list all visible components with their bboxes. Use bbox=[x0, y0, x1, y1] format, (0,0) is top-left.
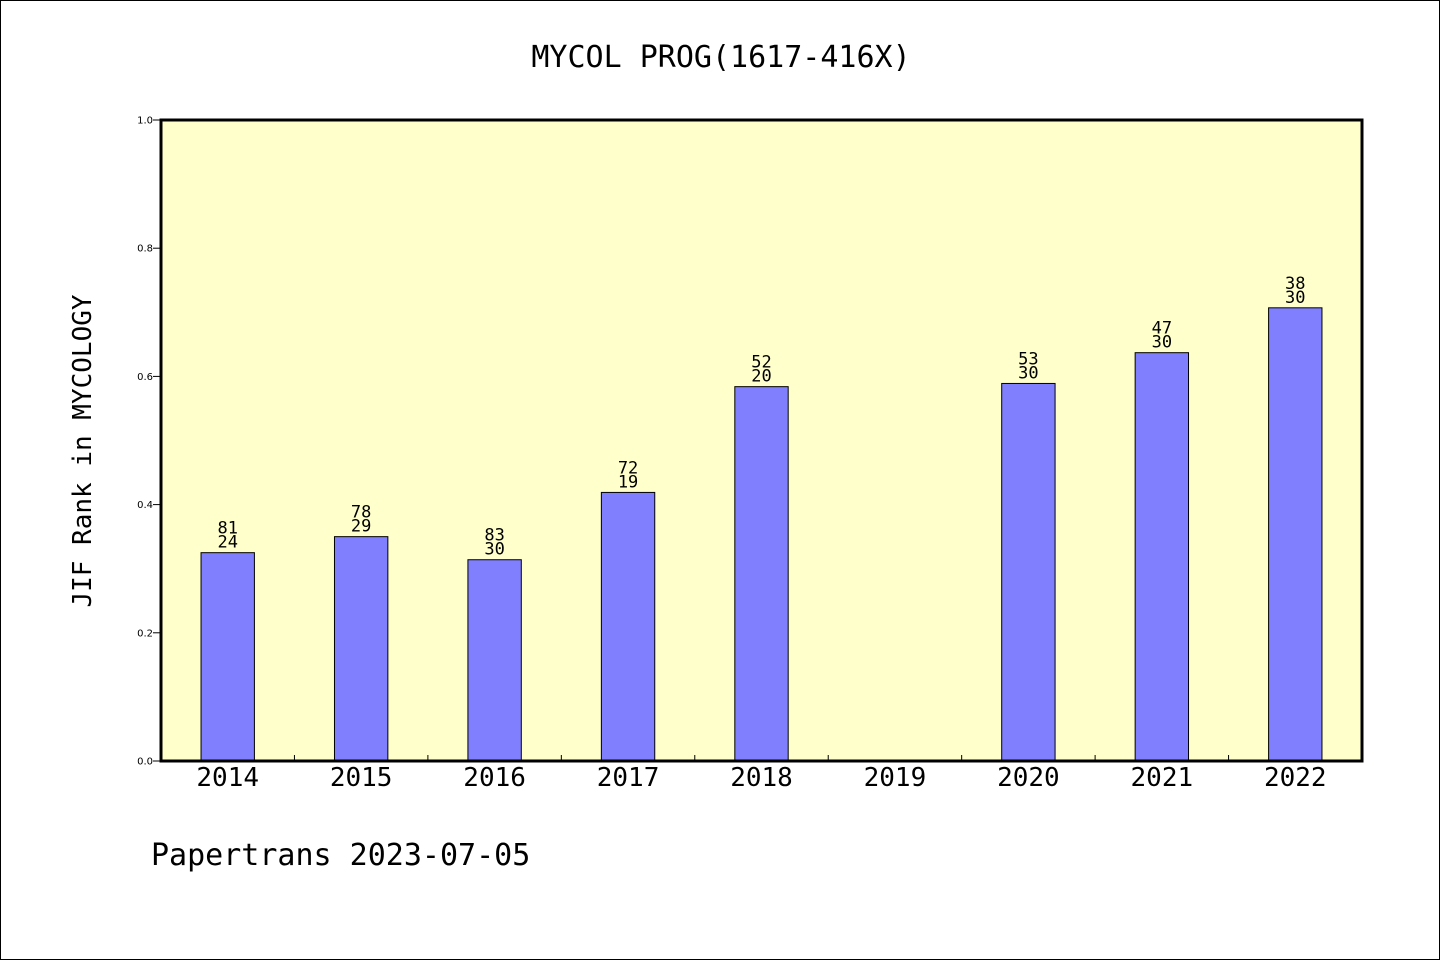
bar bbox=[1134, 352, 1190, 762]
x-axis: 2014 2015 2016 2017 2018 2019 2020 2021 2022 bbox=[196, 755, 1327, 793]
bar-label-top: 53 bbox=[1018, 349, 1038, 369]
y-tick-label: 0.4 bbox=[137, 500, 153, 511]
bar bbox=[200, 552, 255, 762]
bar-label-top: 81 bbox=[217, 519, 237, 539]
y-axis: 0.0 0.2 0.4 0.6 0.8 1.0 bbox=[137, 116, 161, 768]
y-tick-label: 0.0 bbox=[137, 757, 153, 768]
bar-label-top: 38 bbox=[1285, 274, 1305, 294]
bar-label-top: 52 bbox=[751, 353, 771, 373]
bar-label-bottom: 30 bbox=[1285, 288, 1305, 308]
bar-label-top: 83 bbox=[484, 526, 504, 546]
bar-series bbox=[200, 307, 1323, 762]
x-tick-label: 2014 bbox=[196, 763, 259, 793]
x-tick-label: 2022 bbox=[1264, 763, 1327, 793]
bar bbox=[333, 536, 389, 762]
y-tick-label: 0.8 bbox=[137, 244, 153, 255]
bar-label-bottom: 19 bbox=[618, 472, 638, 492]
bar-label-bottom: 30 bbox=[484, 540, 504, 560]
bar-label-top: 78 bbox=[351, 503, 371, 523]
bar-label-bottom: 20 bbox=[751, 367, 771, 387]
x-tick-label: 2017 bbox=[597, 763, 660, 793]
y-tick-label: 0.2 bbox=[137, 628, 153, 639]
chart-title: MYCOL PROG(1617-416X) bbox=[531, 40, 910, 75]
bar bbox=[600, 491, 656, 762]
bar bbox=[734, 386, 789, 762]
bar bbox=[1001, 382, 1056, 762]
footer-note: Papertrans 2023-07-05 bbox=[151, 838, 530, 873]
y-tick-label: 0.6 bbox=[137, 372, 153, 383]
bar-label-bottom: 24 bbox=[217, 533, 237, 553]
x-tick-label: 2018 bbox=[730, 763, 793, 793]
bar-label-bottom: 30 bbox=[1018, 363, 1038, 383]
y-axis-label: JIF Rank in MYCOLOGY bbox=[68, 294, 98, 607]
plot-frame bbox=[159, 118, 1364, 763]
x-tick-label: 2021 bbox=[1131, 763, 1194, 793]
bar bbox=[1268, 307, 1323, 762]
bar-label-bottom: 30 bbox=[1152, 333, 1172, 353]
bar-label-top: 47 bbox=[1152, 319, 1172, 339]
x-tick-label: 2015 bbox=[330, 763, 393, 793]
x-tick-label: 2020 bbox=[997, 763, 1060, 793]
bar bbox=[467, 559, 522, 762]
bar-label-bottom: 29 bbox=[351, 517, 371, 537]
x-tick-label: 2019 bbox=[864, 763, 927, 793]
bar-label-top: 72 bbox=[618, 458, 638, 478]
x-tick-label: 2016 bbox=[463, 763, 526, 793]
y-tick-label: 1.0 bbox=[137, 116, 153, 127]
